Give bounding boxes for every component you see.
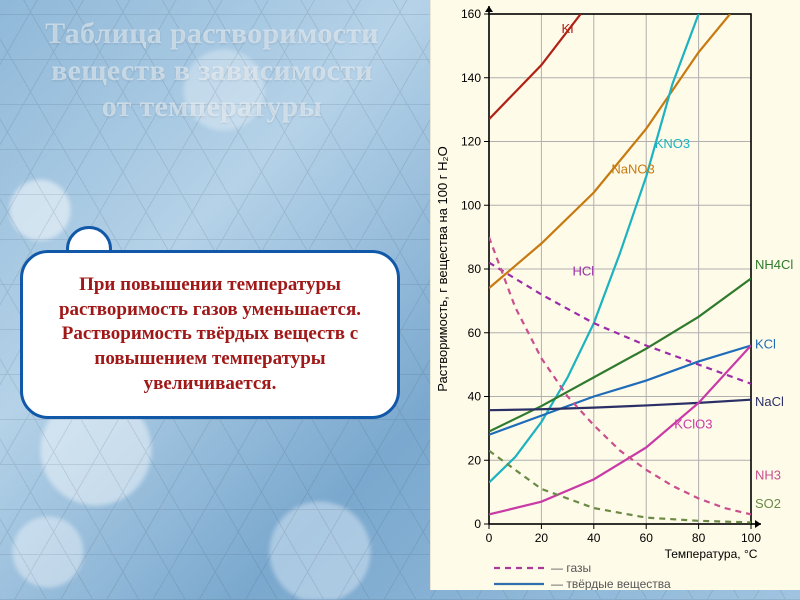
label-KNO3: KNO3 (655, 136, 690, 151)
svg-text:Температура, °С: Температура, °С (665, 547, 758, 561)
label-NH3: NH3 (755, 467, 781, 482)
callout-body: При повышении температуры растворимость … (20, 250, 400, 419)
svg-text:— газы: — газы (551, 561, 591, 575)
svg-text:0: 0 (474, 517, 481, 531)
label-NaNO3: NaNO3 (611, 161, 654, 176)
svg-text:120: 120 (461, 135, 481, 149)
label-HCl: HCl (572, 263, 594, 278)
svg-text:40: 40 (587, 531, 601, 545)
svg-text:80: 80 (468, 262, 482, 276)
label-NaCl: NaCl (755, 394, 784, 409)
callout-text: При повышении температуры растворимость … (59, 274, 361, 394)
svg-text:— твёрдые вещества: — твёрдые вещества (551, 577, 671, 590)
label-SO2: SO2 (755, 496, 781, 511)
svg-text:Растворимость, г вещества на 1: Растворимость, г вещества на 100 г H₂O (435, 146, 450, 391)
svg-text:60: 60 (640, 531, 654, 545)
svg-text:40: 40 (468, 390, 482, 404)
svg-text:20: 20 (468, 453, 482, 467)
svg-text:80: 80 (692, 531, 706, 545)
callout-container: При повышении температуры растворимость … (20, 250, 400, 419)
svg-text:0: 0 (486, 531, 493, 545)
svg-text:100: 100 (741, 531, 761, 545)
title-line-2: веществ в зависимости (22, 53, 402, 90)
svg-text:100: 100 (461, 198, 481, 212)
label-KCl: KCl (755, 337, 776, 352)
chart-svg: 0 20 40 60 80 100 0 20 40 60 80 100 120 140 160 Темпера… (431, 0, 800, 590)
title-line-1: Таблица растворимости (22, 16, 402, 53)
svg-text:20: 20 (535, 531, 549, 545)
title-line-3: от температуры (22, 89, 402, 126)
label-NH4Cl: NH4Cl (755, 257, 793, 272)
label-KI: KI (561, 21, 573, 36)
svg-text:60: 60 (468, 326, 482, 340)
page-title: Таблица растворимости веществ в зависимо… (22, 16, 402, 126)
solubility-chart: 0 20 40 60 80 100 0 20 40 60 80 100 120 140 160 Темпера… (430, 0, 800, 590)
svg-text:140: 140 (461, 71, 481, 85)
svg-text:160: 160 (461, 7, 481, 21)
label-KClO3: KClO3 (674, 416, 712, 431)
